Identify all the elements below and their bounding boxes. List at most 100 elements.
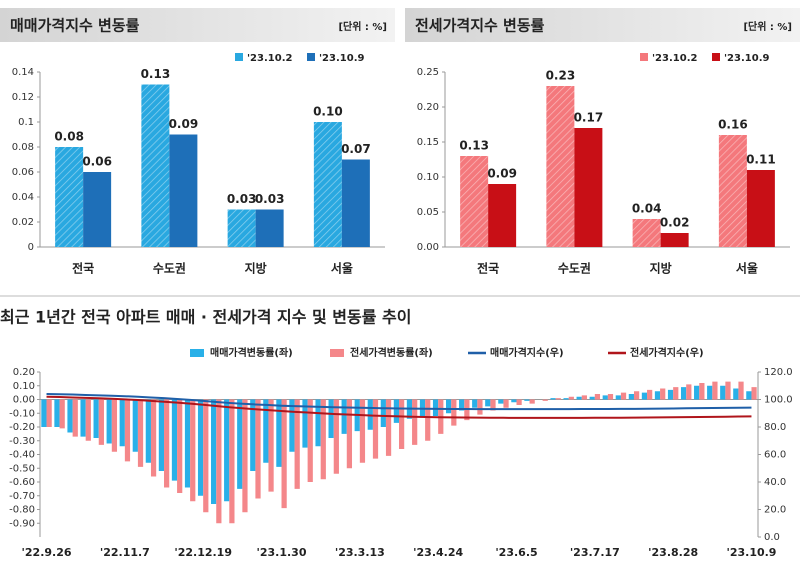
bar — [164, 399, 170, 488]
bar — [490, 399, 496, 411]
y-tick-label: -0.20 — [9, 422, 35, 433]
bar — [628, 394, 634, 400]
y-tick-label: 0.06 — [12, 167, 34, 178]
bar — [445, 399, 452, 414]
bar — [177, 399, 183, 493]
x-tick-label: 서울 — [331, 261, 353, 276]
y-tick-label: 0.1 — [18, 117, 34, 128]
bar — [385, 399, 392, 456]
legend-swatch — [190, 349, 204, 357]
y-tick-label: -0.10 — [9, 408, 35, 419]
y-tick-label: -0.60 — [9, 477, 35, 488]
bar — [632, 219, 661, 247]
bar — [529, 399, 535, 404]
bar — [211, 399, 217, 504]
bar — [680, 387, 687, 400]
data-label: 0.23 — [546, 69, 576, 83]
bar — [132, 399, 138, 452]
bar — [615, 395, 621, 400]
bar — [607, 394, 614, 400]
y2-tick-label: 120.0 — [764, 367, 793, 378]
y-tick-label: -0.50 — [9, 463, 35, 474]
data-label: 0.07 — [341, 142, 371, 156]
bar — [255, 399, 261, 499]
bar — [289, 399, 295, 452]
bar — [574, 128, 603, 247]
x-tick-label: '23.4.24 — [413, 546, 463, 559]
bar — [563, 398, 569, 400]
bar — [281, 399, 287, 509]
y-tick-label: 0.05 — [417, 207, 439, 218]
y-tick-label: 0.08 — [12, 142, 34, 153]
bar — [263, 399, 269, 463]
x-tick-label: 지방 — [650, 261, 672, 276]
bar — [647, 389, 653, 400]
line — [46, 395, 752, 419]
x-tick-label: 지방 — [245, 261, 267, 276]
data-label: 0.09 — [487, 167, 517, 181]
bar — [184, 399, 191, 488]
data-label: 0.16 — [718, 118, 748, 132]
bar — [171, 399, 178, 481]
bar — [546, 86, 575, 247]
bar — [694, 385, 700, 400]
bar — [746, 391, 752, 400]
bar — [224, 399, 230, 502]
bar — [667, 389, 674, 400]
bar — [119, 399, 125, 447]
bar — [124, 399, 131, 462]
bar — [328, 399, 334, 438]
bar — [242, 399, 248, 513]
bar — [227, 209, 256, 247]
bar — [503, 399, 509, 408]
x-tick-label: '23.6.5 — [495, 546, 537, 559]
x-tick-label: 서울 — [736, 261, 758, 276]
bar — [216, 399, 222, 524]
chart-title: 매매가격지수 변동률 — [10, 17, 140, 35]
legend-label: 매매가격지수(우) — [490, 346, 564, 359]
bar — [460, 156, 489, 247]
bar — [72, 399, 78, 437]
bar — [83, 172, 112, 247]
bar — [145, 399, 151, 463]
y-tick-label: -0.80 — [9, 505, 35, 516]
bar — [581, 395, 587, 400]
legend-label: '23.10.9 — [724, 53, 769, 64]
bar — [660, 233, 689, 247]
bar — [712, 381, 718, 400]
bar — [498, 399, 504, 404]
bar — [67, 399, 73, 433]
y-tick-label: -0.30 — [9, 436, 35, 447]
bar — [707, 385, 713, 400]
data-label: 0.13 — [141, 67, 171, 81]
bar — [412, 399, 418, 445]
bar — [302, 399, 308, 448]
bar — [150, 399, 157, 477]
bar — [41, 399, 47, 427]
bar — [733, 388, 739, 400]
bar — [111, 399, 118, 452]
bar — [141, 84, 170, 247]
bar — [137, 399, 144, 467]
bar — [106, 399, 112, 444]
bar — [268, 399, 274, 492]
y-tick-label: 0.04 — [12, 192, 34, 203]
bar — [190, 399, 196, 502]
bar — [276, 399, 282, 467]
bar — [98, 399, 104, 445]
legend-swatch — [712, 53, 720, 61]
y-tick-label: 0.02 — [12, 217, 34, 228]
bar — [511, 399, 517, 403]
bar — [380, 399, 386, 427]
bar — [333, 399, 339, 474]
y-tick-label: 0.20 — [417, 102, 439, 113]
chart-title: 최근 1년간 전국 아파트 매매 · 전세가격 지수 및 변동률 추이 — [0, 308, 411, 327]
y-tick-label: 0.20 — [13, 367, 35, 378]
y2-tick-label: 100.0 — [764, 395, 793, 406]
bar — [313, 122, 342, 247]
bar — [485, 399, 491, 407]
legend-label: '23.10.2 — [652, 53, 697, 64]
y-tick-label: 0.15 — [417, 137, 439, 148]
unit-label: [단위 : %] — [338, 20, 387, 33]
x-tick-label: '22.9.26 — [22, 546, 72, 559]
